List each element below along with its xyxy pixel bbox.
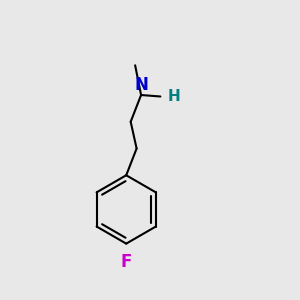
Text: N: N [134, 76, 148, 94]
Text: H: H [167, 89, 180, 104]
Text: F: F [121, 253, 132, 271]
